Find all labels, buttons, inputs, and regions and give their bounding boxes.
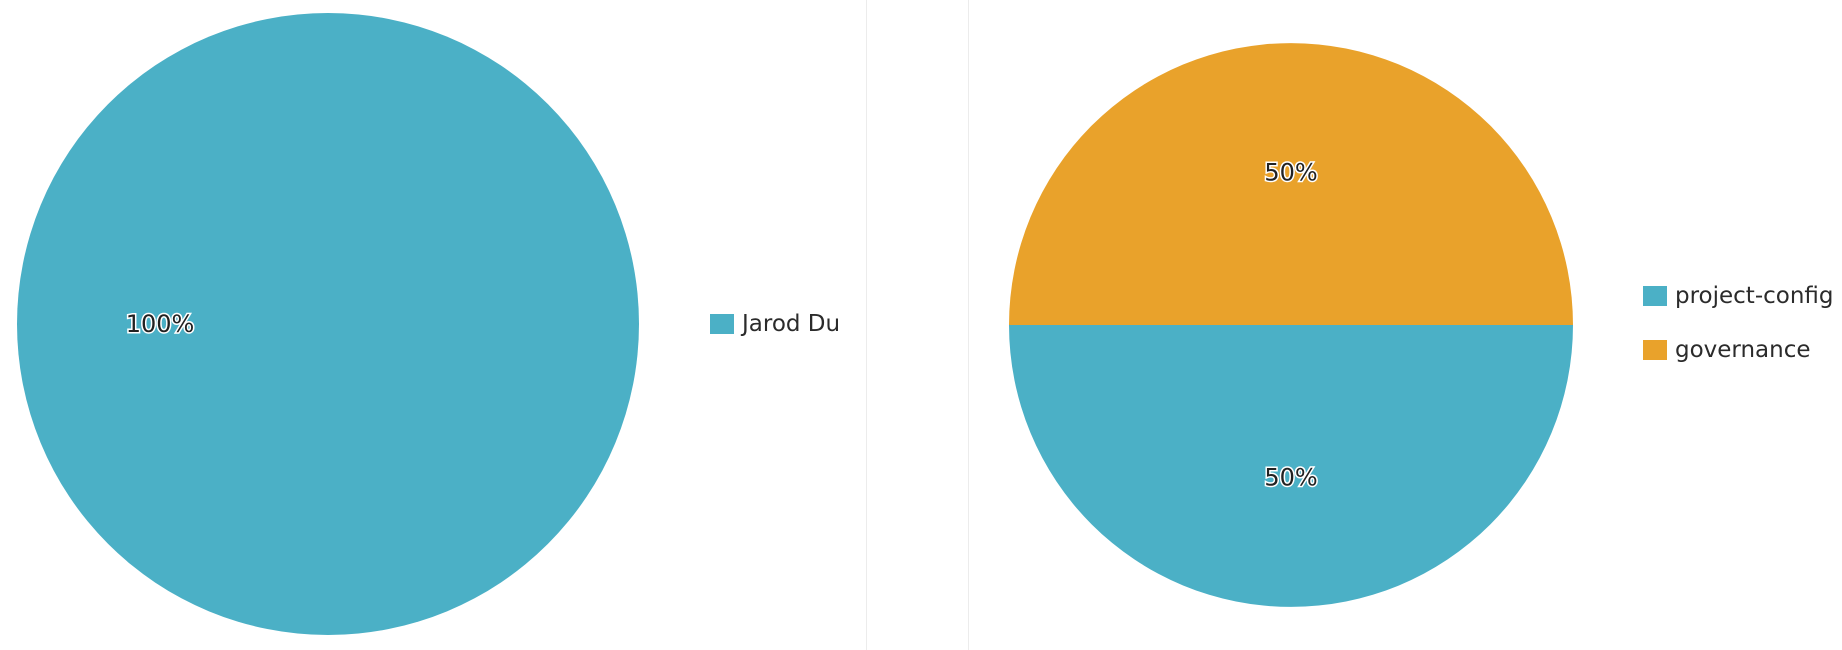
legend-item-jarod-du[interactable]: Jarod Du [710,310,840,338]
pie-chart-panel-authors: 100% Jarod Du [0,0,866,650]
legend-item-governance[interactable]: governance [1643,336,1834,364]
legend-swatch [710,314,734,334]
pie-chart-authors: 100% [17,13,639,635]
slice-value-label: 50% [1264,463,1317,491]
legend-item-project-config[interactable]: project-config [1643,282,1834,310]
legend-label: project-config [1675,283,1834,309]
pie-slice-project-config[interactable] [1009,325,1573,607]
pie-chart-projects: 50% 50% [1009,43,1573,607]
pie-slice-jarod-du[interactable] [17,13,639,635]
panel-divider [968,0,969,650]
slice-value-label: 100% [126,310,195,338]
panel-divider [866,0,867,650]
legend-projects: project-config governance [1643,282,1834,390]
pie-chart-panel-projects: 50% 50% project-config governance [969,0,1842,650]
legend-label: governance [1675,337,1811,363]
legend-swatch [1643,340,1667,360]
pie-slice-governance[interactable] [1009,43,1573,326]
legend-swatch [1643,286,1667,306]
legend-authors: Jarod Du [710,310,840,364]
slice-value-label: 50% [1264,159,1317,187]
legend-label: Jarod Du [742,311,841,337]
